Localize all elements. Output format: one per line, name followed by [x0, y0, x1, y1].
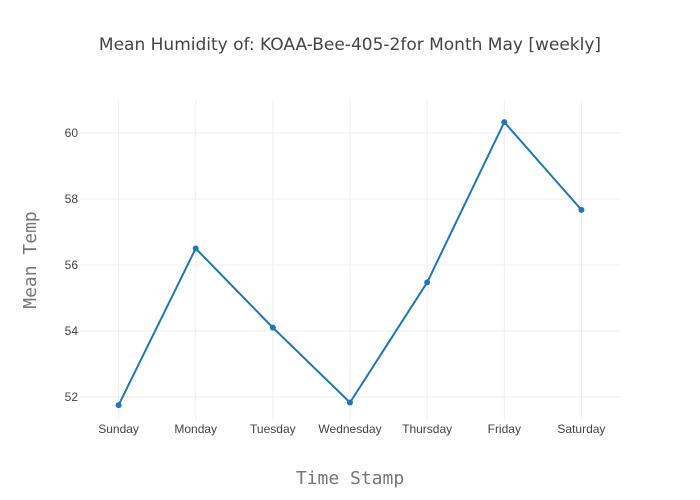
- series-layer: [115, 119, 585, 409]
- data-point: [501, 119, 508, 126]
- data-point: [347, 399, 353, 406]
- data-point: [424, 279, 431, 286]
- x-tick-label: Wednesday: [318, 422, 381, 436]
- x-tick-label: Monday: [174, 422, 217, 436]
- chart-title: Mean Humidity of: KOAA-Bee-405-2for Mont…: [99, 35, 601, 55]
- x-axis-ticks: Sunday Monday Tuesday Wednesday Thursday Frid…: [98, 422, 605, 436]
- y-tick-label: 58: [65, 192, 79, 206]
- data-point: [269, 324, 276, 331]
- y-tick-label: 56: [65, 258, 79, 272]
- y-tick-label: 52: [65, 390, 79, 404]
- x-axis-label: Time Stamp: [296, 468, 404, 489]
- x-tick-label: Friday: [488, 422, 521, 436]
- data-point: [578, 206, 585, 213]
- data-point: [115, 402, 122, 409]
- y-axis-ticks: 52 54 56 58 60: [65, 126, 79, 404]
- x-tick-label: Sunday: [98, 422, 139, 436]
- y-tick-label: 54: [65, 324, 79, 338]
- y-tick-label: 60: [65, 126, 79, 140]
- x-tick-label: Saturday: [557, 422, 605, 436]
- x-tick-label: Tuesday: [250, 422, 296, 436]
- data-point: [192, 245, 199, 252]
- y-axis-label: Mean Temp: [20, 211, 41, 309]
- x-tick-label: Thursday: [402, 422, 452, 436]
- grid: [80, 100, 620, 420]
